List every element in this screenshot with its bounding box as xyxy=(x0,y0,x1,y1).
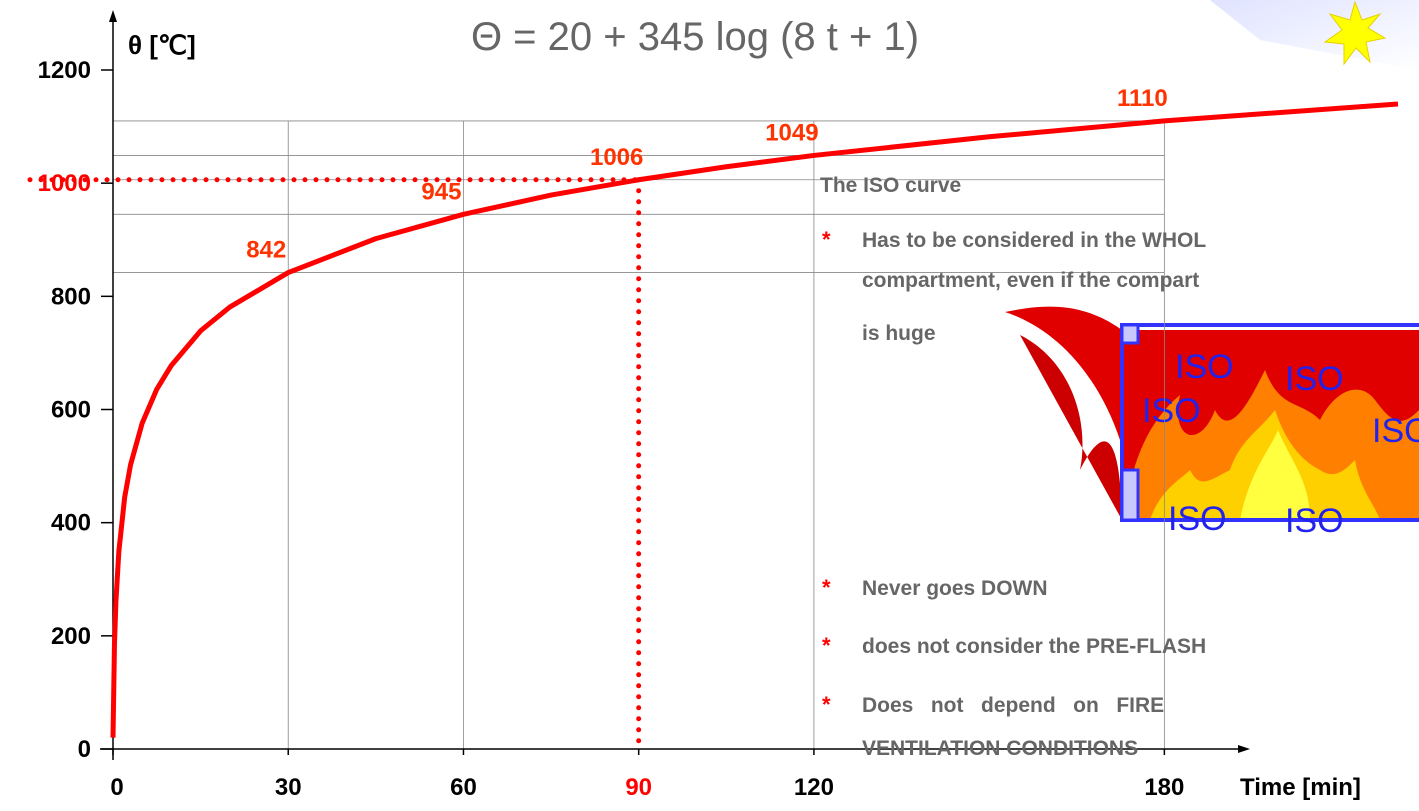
x-tick-label: 120 xyxy=(794,774,834,801)
data-label: 842 xyxy=(246,237,286,264)
y-tick-label: 1200 xyxy=(38,57,91,84)
fire-illustration: ISO ISO ISO ISO ISO ISO xyxy=(1005,306,1419,540)
fire-label: ISO xyxy=(1285,502,1344,540)
x-tick-label: 180 xyxy=(1144,774,1184,801)
note-text: does not consider the PRE-FLASH xyxy=(862,635,1206,658)
notes-heading: The ISO curve xyxy=(820,174,961,197)
fire-label: ISO xyxy=(1372,412,1419,450)
x-axis-arrow xyxy=(1238,745,1250,753)
y-tick-label: 400 xyxy=(51,510,91,537)
bullet: * xyxy=(822,692,831,717)
bullet: * xyxy=(822,633,831,658)
x-axis-label: Time [min] xyxy=(1240,774,1361,801)
note-text: Never goes DOWN xyxy=(862,577,1048,600)
data-label: 1006 xyxy=(590,144,643,171)
x-tick-label: 90 xyxy=(625,774,652,801)
y-axis-arrow xyxy=(109,10,117,22)
x-tick-label: 30 xyxy=(275,774,302,801)
note-text: compartment, even if the compart xyxy=(862,269,1199,292)
data-label: 1110 xyxy=(1117,85,1168,112)
line-series xyxy=(110,101,1399,738)
bullet: * xyxy=(822,227,831,252)
fire-label: ISO xyxy=(1168,500,1227,538)
note-text: is huge xyxy=(862,322,936,345)
y-axis-label: θ [℃] xyxy=(128,30,196,60)
y-tick-label: 200 xyxy=(51,623,91,650)
note-text: VENTILATION CONDITIONS xyxy=(862,737,1138,760)
note-text: Has to be considered in the WHOL xyxy=(862,229,1206,252)
note-text: Does not depend on FIRE xyxy=(862,694,1164,717)
chart-title: Θ = 20 + 345 log (8 t + 1) xyxy=(471,15,919,59)
data-label: 945 xyxy=(421,178,461,205)
y-tick-label: 1000 xyxy=(38,170,91,197)
x-tick-label: 0 xyxy=(110,774,123,801)
fire-label: ISO xyxy=(1175,348,1234,386)
fire-label: ISO xyxy=(1142,392,1201,430)
y-tick-label: 600 xyxy=(51,397,91,424)
y-tick-label: 0 xyxy=(78,736,91,763)
data-label: 1049 xyxy=(765,119,818,146)
y-tick-label: 800 xyxy=(51,283,91,310)
fire-label: ISO xyxy=(1285,360,1344,398)
bullet: * xyxy=(822,575,831,600)
sun-icon xyxy=(1323,0,1387,66)
decor xyxy=(1210,0,1419,70)
x-tick-label: 60 xyxy=(450,774,477,801)
